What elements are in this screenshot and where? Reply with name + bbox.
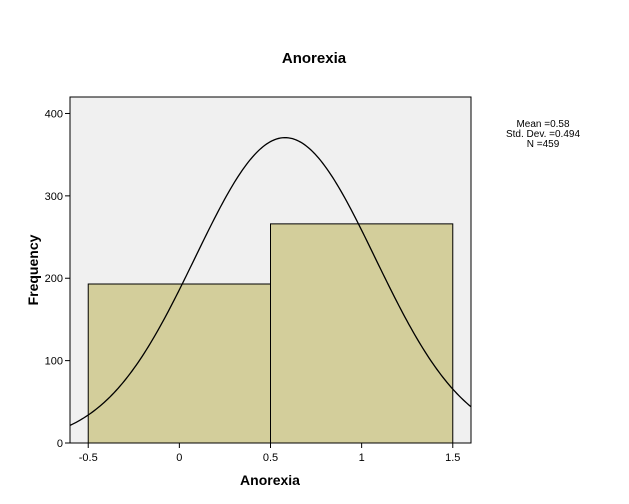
y-tick-label: 300 (45, 191, 63, 203)
x-axis-label: Anorexia (240, 472, 300, 488)
y-axis: 0 100 200 300 400 (45, 108, 70, 450)
histogram-bar-1 (87, 283, 271, 444)
y-tick-label: 400 (45, 108, 63, 120)
x-tick-label: -0.5 (79, 452, 98, 464)
x-tick-label: 0 (176, 452, 182, 464)
histogram-bars (87, 223, 454, 444)
stats-std-dev: Std. Dev. =0.494 (506, 129, 580, 140)
y-tick-label: 0 (57, 438, 63, 450)
y-axis-label: Frequency (25, 234, 41, 305)
chart-title: Anorexia (282, 50, 347, 67)
x-tick-label: 1 (359, 452, 365, 464)
histogram-bar-2 (270, 223, 454, 444)
stats-mean: Mean =0.58 (516, 119, 570, 130)
y-tick-label: 100 (45, 356, 63, 368)
x-tick-label: 1.5 (445, 452, 460, 464)
normal-curve (69, 136, 472, 426)
x-tick-label: 0.5 (263, 452, 278, 464)
y-tick-label: 200 (45, 273, 63, 285)
stats-n: N =459 (527, 139, 560, 150)
stats-box: Mean =0.58 Std. Dev. =0.494 N =459 (506, 119, 580, 150)
x-axis: -0.5 0 0.5 1 1.5 (79, 443, 460, 464)
